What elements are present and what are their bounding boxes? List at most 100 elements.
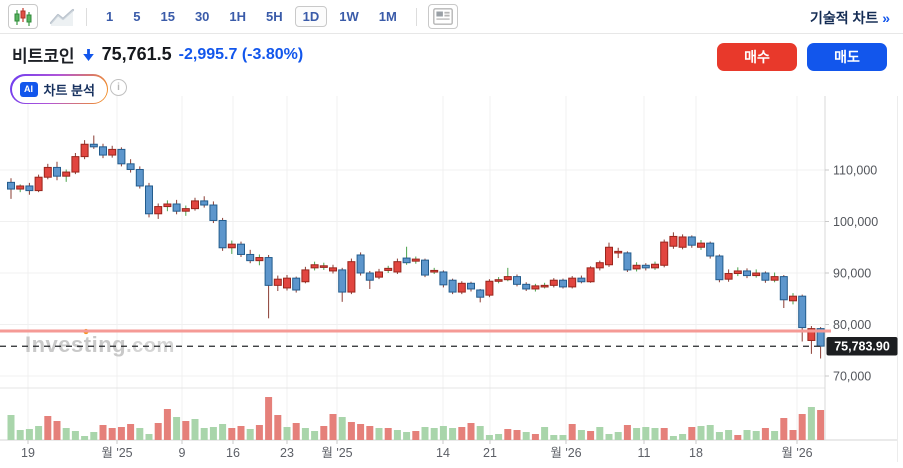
last-price: 75,761.5 <box>101 44 172 64</box>
x-axis-label: 21 <box>483 446 497 460</box>
candle-down <box>641 264 650 269</box>
volume-bar <box>605 434 613 440</box>
volume-bar <box>127 424 135 440</box>
volume-bar <box>44 416 52 440</box>
timeframe-button-5H[interactable]: 5H <box>258 6 291 27</box>
sell-button[interactable]: 매도 <box>807 43 887 71</box>
candle-up <box>752 272 761 277</box>
volume-bar <box>182 421 190 440</box>
volume-bar <box>375 428 383 440</box>
candle-up <box>301 269 310 283</box>
technical-chart-link[interactable]: 기술적 차트 » <box>810 8 890 28</box>
candle-down <box>687 236 696 246</box>
volume-bar <box>403 432 411 440</box>
candle-down <box>513 276 521 285</box>
candlestick-chart-type-button[interactable] <box>8 4 38 29</box>
candle-up <box>724 273 733 280</box>
investing-watermark: Investing.com <box>25 332 175 357</box>
candle-up <box>568 277 577 288</box>
candle-up <box>62 171 71 177</box>
timeframe-button-15[interactable]: 15 <box>152 6 182 27</box>
buy-button[interactable]: 매수 <box>717 43 797 71</box>
news-layout-icon <box>432 8 453 25</box>
volume-bar <box>430 428 438 440</box>
timeframe-button-1D[interactable]: 1D <box>294 6 328 27</box>
volume-bar <box>504 429 512 440</box>
timeframe-button-30[interactable]: 30 <box>187 6 217 27</box>
info-icon[interactable]: i <box>110 79 127 96</box>
x-axis-label: 19 <box>21 446 35 460</box>
candle-up <box>16 185 25 190</box>
volume-bar <box>237 426 245 440</box>
volume-bar <box>7 415 15 440</box>
timeframe-button-1M[interactable]: 1M <box>371 6 405 27</box>
ai-chart-analysis-button[interactable]: AI 차트 분석 <box>10 74 109 104</box>
news-layout-button[interactable] <box>427 4 458 29</box>
volume-bar <box>209 427 217 440</box>
candle-down <box>421 259 429 276</box>
volume-bar <box>780 418 788 440</box>
volume-bar <box>347 422 355 440</box>
candle-up <box>697 242 705 248</box>
candle-down <box>135 168 144 187</box>
y-axis-label: 80,000 <box>833 318 871 332</box>
candle-up <box>154 206 163 215</box>
candle-up <box>789 295 797 302</box>
volume-bar <box>35 426 43 440</box>
volume-bar <box>706 425 714 440</box>
volume-bar <box>117 427 125 440</box>
candle-down <box>209 204 218 221</box>
volume-bar <box>163 409 171 440</box>
volume-bar <box>476 426 484 440</box>
y-axis-label: 100,000 <box>833 215 878 229</box>
candle-up <box>807 328 816 341</box>
volume-bar <box>255 425 263 440</box>
timeframe-button-1W[interactable]: 1W <box>331 6 367 27</box>
candle-down <box>117 148 126 165</box>
volume-bar <box>412 431 420 440</box>
x-axis-label: 18 <box>689 446 703 460</box>
volume-bar <box>467 423 475 440</box>
volume-bar <box>283 427 291 440</box>
volume-bar <box>577 430 585 440</box>
volume-bar <box>191 419 199 440</box>
candle-down <box>145 185 153 215</box>
volume-bar <box>541 427 549 440</box>
volume-bar <box>393 430 401 440</box>
toolbar-divider <box>86 7 87 26</box>
candle-up <box>191 200 199 210</box>
volume-bar <box>761 428 769 440</box>
candle-up <box>384 267 393 271</box>
candle-down <box>559 279 567 288</box>
candle-up <box>651 263 659 269</box>
candle-down <box>292 277 301 291</box>
candle-up <box>770 276 779 281</box>
line-chart-type-button[interactable] <box>49 7 75 27</box>
timeframe-button-1[interactable]: 1 <box>98 6 121 27</box>
timeframe-button-1H[interactable]: 1H <box>221 6 254 27</box>
candle-up <box>457 282 466 293</box>
volume-bar <box>752 431 760 440</box>
volume-bar <box>614 432 622 440</box>
volume-bar <box>200 428 208 440</box>
volume-bar <box>623 425 631 440</box>
candle-up <box>503 276 512 281</box>
candle-up <box>549 279 558 286</box>
candle-up <box>329 267 337 272</box>
candle-up <box>71 156 80 173</box>
candle-up <box>310 264 319 269</box>
volume-bar <box>771 431 779 440</box>
candle-down <box>402 257 411 264</box>
candle-down <box>237 243 245 255</box>
candle-down <box>246 253 255 262</box>
x-axis-label: 월 '25 <box>321 446 352 460</box>
candle-up <box>540 284 549 288</box>
x-axis-label: 9 <box>179 446 186 460</box>
candle-down <box>623 252 632 271</box>
chevron-right-icon: » <box>882 10 890 26</box>
candle-down <box>264 257 273 286</box>
volume-bar <box>265 397 273 440</box>
timeframe-button-5[interactable]: 5 <box>125 6 148 27</box>
volume-bar <box>311 431 319 440</box>
